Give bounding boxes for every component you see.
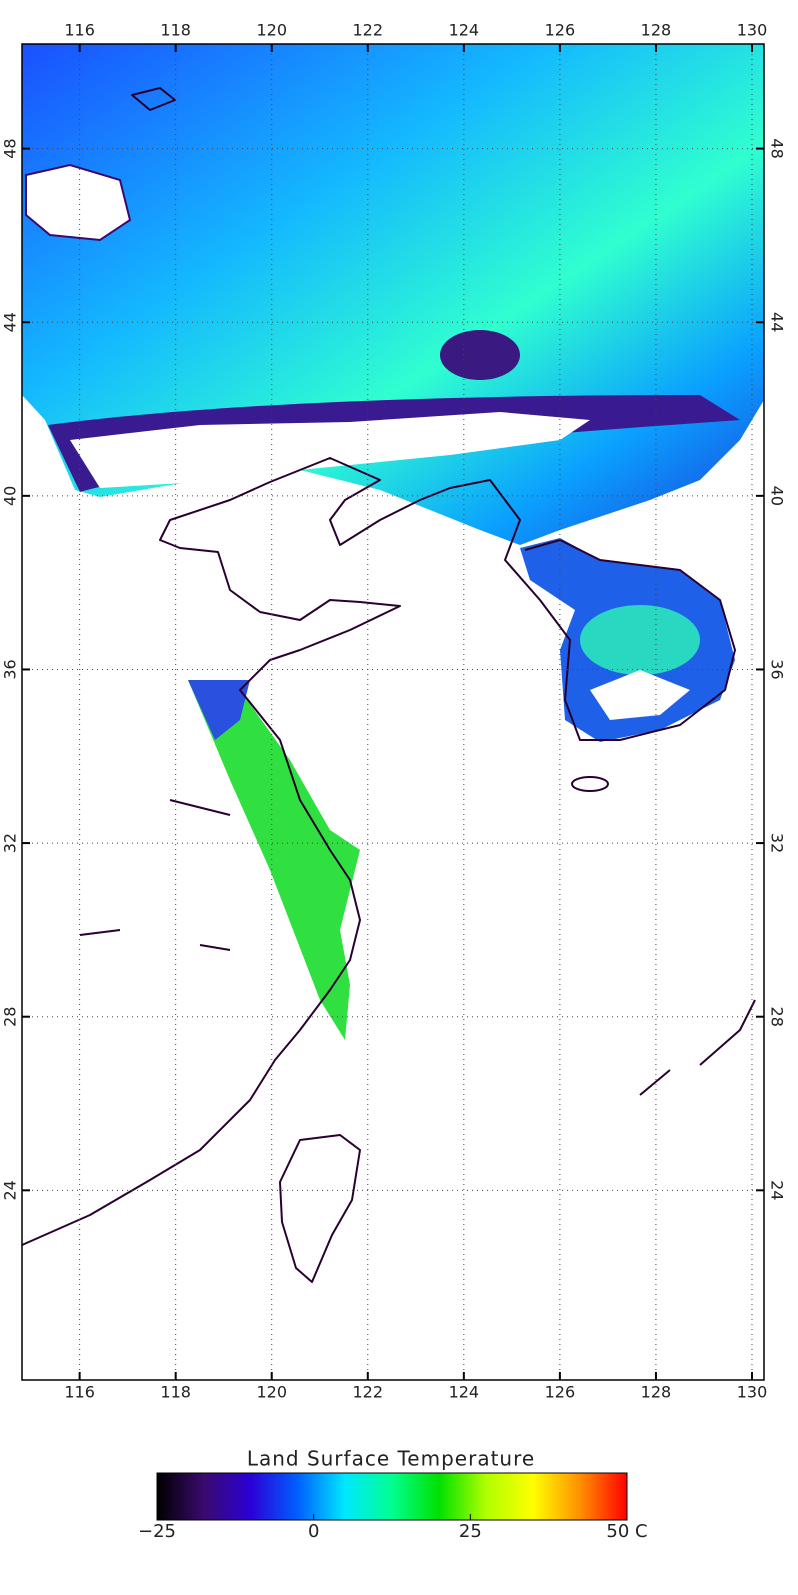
cloud-area [70,412,590,488]
colorbar-label: −25 [138,1521,176,1542]
island [571,776,609,792]
colorbar-label: 0 [308,1521,319,1542]
cloud-area [590,670,690,720]
lat-label: 32 [1,833,20,853]
cloud-area [25,163,132,242]
lat-label: 32 [768,833,787,853]
warm-patch [580,605,700,675]
lat-label: 48 [1,138,20,158]
lon-label: 130 [737,21,768,40]
colorbar-label: 25 [459,1521,482,1542]
lat-label: 44 [768,312,787,332]
lon-label: 116 [64,21,95,40]
lat-label: 24 [768,1180,787,1200]
map-imagery [22,44,764,1040]
lat-label: 36 [768,659,787,679]
lon-label: 130 [737,1383,768,1402]
lon-label: 120 [256,21,287,40]
lat-label: 40 [1,486,20,506]
lat-label: 28 [768,1007,787,1027]
lon-label: 124 [449,21,480,40]
island [279,1134,361,1283]
coastline [21,457,736,1246]
lon-label: 128 [641,21,672,40]
lon-label: 122 [353,21,384,40]
lat-label: 28 [1,1007,20,1027]
swath-edge [188,680,250,740]
cold-patch [440,330,520,380]
lon-label: 128 [641,1383,672,1402]
lon-label: 118 [160,21,191,40]
lon-label: 122 [353,1383,384,1402]
map-frame [21,43,765,1381]
lat-label: 40 [768,486,787,506]
lat-label: 36 [1,659,20,679]
colorbar-label: 50 C [606,1521,647,1542]
coastline [639,999,756,1096]
coastline [79,799,231,951]
lon-label: 116 [64,1383,95,1402]
map-axes: 116 116 118 118 120 120 122 122 124 124 126 126 128 1… [1,21,787,1402]
lon-label: 126 [545,1383,576,1402]
island [131,87,176,111]
lon-label: 124 [449,1383,480,1402]
lat-label: 48 [768,138,787,158]
lat-label: 24 [1,1180,20,1200]
lon-label: 126 [545,21,576,40]
lon-label: 118 [160,1383,191,1402]
coastlines [21,87,756,1283]
china-swath [188,680,360,1040]
colorbar-title: Land Surface Temperature [247,1447,535,1471]
colorbar [156,1472,628,1521]
lon-label: 120 [256,1383,287,1402]
lat-label: 44 [1,312,20,332]
